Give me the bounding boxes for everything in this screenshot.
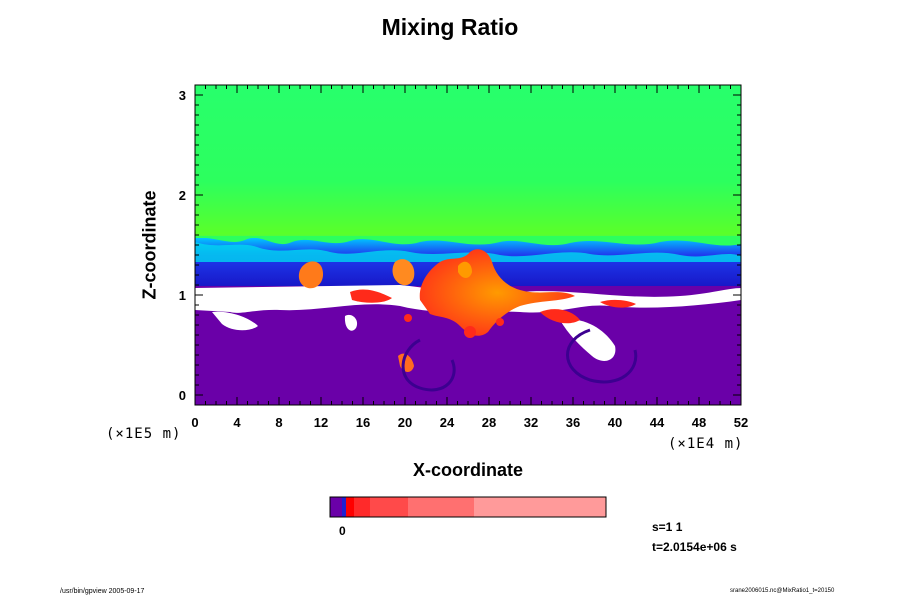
x-tick-label: 0 [191,415,198,430]
x-tick-label: 28 [482,415,496,430]
z-tick-label: 2 [179,188,186,203]
colorbar-segment [346,497,354,517]
x-tick-label: 24 [440,415,455,430]
band-wavy-edge [195,236,741,246]
plume-blob [464,326,476,338]
x-tick-label: 12 [314,415,328,430]
z-tick-label: 3 [179,88,186,103]
colorbar-segment [370,497,408,517]
x-tick-label: 20 [398,415,412,430]
white-patch [212,311,258,331]
plume-orange-spot [458,261,472,278]
colorbar-segment [354,497,370,517]
plume-blob [496,318,504,326]
colorbar-frame [329,496,607,518]
step-info: s=1 1 [652,520,683,534]
colorbar-segment [330,497,342,517]
x-tick-label: 44 [650,415,665,430]
plume-right [540,309,580,324]
colorbar-segment [342,497,346,517]
upper-layer-field [195,85,741,260]
z-axis-label: Z-coordinate [139,190,160,300]
footer-command: /usr/bin/gpview 2005-09-17 [60,588,145,595]
colorbar-segment [408,497,474,517]
white-patch [344,314,358,331]
x-unit-label: (×1E4 m) [668,436,744,452]
z-unit-label: (×1E5 m) [106,426,182,442]
lower-swirl [566,328,638,384]
colorbar-segment [474,497,606,517]
colorbar-tick-label: 0 [339,524,346,538]
x-tick-label: 32 [524,415,538,430]
lower-swirl [401,338,456,392]
x-axis-label: X-coordinate [412,460,523,480]
chart-title: Mixing Ratio [381,14,519,40]
x-tick-label: 36 [566,415,580,430]
plume-left [298,261,324,289]
plume-cluster [350,289,392,303]
z-tick-label: 1 [179,288,186,303]
z-tick-label: 0 [179,388,186,403]
x-tick-label: 16 [356,415,370,430]
x-tick-label: 48 [692,415,706,430]
x-tick-label: 8 [275,415,282,430]
x-tick-label: 4 [233,415,241,430]
x-tick-label: 40 [608,415,622,430]
band-cyan-fringe [195,242,741,262]
plume-blob [404,314,412,322]
plume-right-small [600,299,636,308]
colorbar [330,497,606,517]
white-patch [560,319,616,361]
x-tick-label: 52 [734,415,748,430]
time-info: t=2.0154e+06 s [652,540,737,554]
footer-source: srane2006015.nc@MixRatio1_t=20150 [730,588,835,594]
plume-mid [392,259,415,286]
